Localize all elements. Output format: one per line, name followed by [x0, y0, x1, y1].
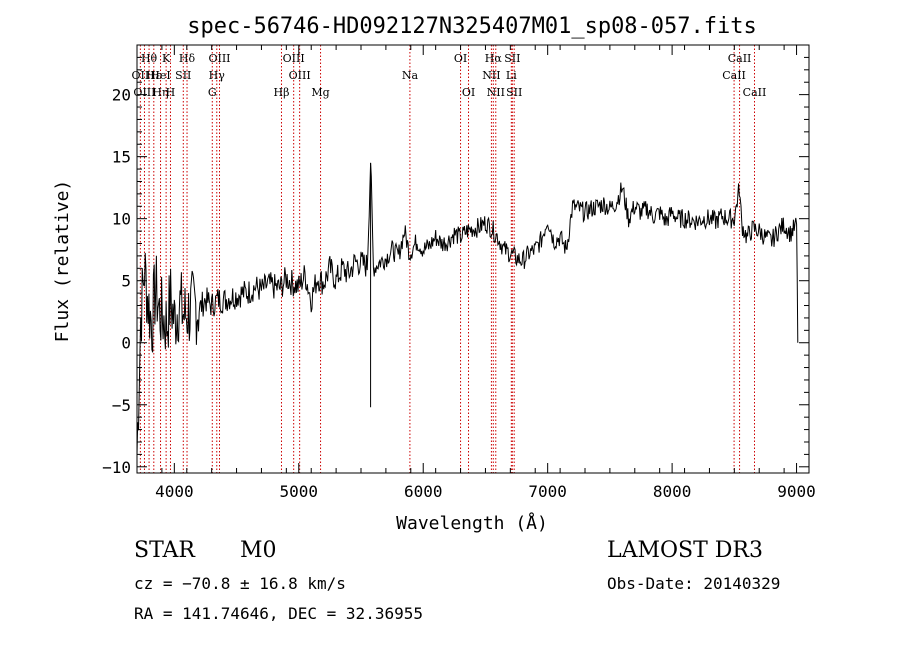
- line-label: OII: [132, 69, 150, 82]
- chart-title: spec-56746-HD092127N325407M01_sp08-057.f…: [187, 14, 757, 39]
- line-label: Hθ: [141, 52, 158, 65]
- observation-date: Obs-Date: 20140329: [607, 574, 781, 593]
- line-label: Hδ: [179, 52, 196, 65]
- line-label: Li: [506, 69, 517, 82]
- line-label: Hβ: [274, 86, 290, 99]
- line-label: OIII: [283, 52, 305, 65]
- line-label: Na: [402, 69, 419, 82]
- object-subclass: M0: [240, 538, 277, 563]
- line-label: Hη: [152, 86, 168, 99]
- line-label: HeI: [150, 69, 170, 82]
- object-class: STAR: [134, 538, 195, 563]
- line-label: CaII: [722, 69, 746, 82]
- line-label: OIII: [289, 69, 311, 82]
- emission-line-labels: Hθ OII OIII Hε Hη K HeI H Hδ SII OIII Hγ G OIII OIII Hβ…: [132, 52, 767, 99]
- line-label: H: [166, 86, 176, 99]
- line-label: OI: [462, 86, 475, 99]
- line-label: Hγ: [209, 69, 226, 82]
- line-label: SII: [504, 52, 520, 65]
- line-label: OIII: [208, 52, 230, 65]
- x-tick-label: 7000: [528, 482, 567, 501]
- y-tick-label: 10: [112, 210, 131, 229]
- y-tick-label: −10: [102, 458, 131, 477]
- plot-frame: [136, 44, 810, 474]
- emission-line-markers: [139, 45, 755, 473]
- line-label: OI: [454, 52, 467, 65]
- line-label: NII: [482, 69, 500, 82]
- x-axis-label: Wavelength (Å): [396, 512, 548, 534]
- redshift-cz: cz = −70.8 ± 16.8 km/s: [134, 574, 346, 593]
- line-label: CaII: [728, 52, 752, 65]
- x-tick-label: 4000: [155, 482, 194, 501]
- line-label: Hα: [485, 52, 503, 65]
- x-tick-label: 6000: [404, 482, 443, 501]
- line-label: K: [162, 52, 171, 65]
- y-axis-ticks: −10 −5 0 5 10 15 20: [102, 44, 809, 477]
- y-tick-label: 0: [121, 334, 131, 353]
- x-tick-label: 5000: [280, 482, 319, 501]
- line-label: OIII: [133, 86, 155, 99]
- line-label: SII: [175, 69, 191, 82]
- x-tick-label: 8000: [653, 482, 692, 501]
- line-label: G: [208, 86, 217, 99]
- coordinates: RA = 141.74646, DEC = 32.36955: [134, 604, 423, 623]
- y-tick-label: −5: [112, 396, 131, 415]
- y-tick-label: 15: [112, 148, 131, 167]
- x-tick-label: 9000: [777, 482, 816, 501]
- survey-name: LAMOST DR3: [607, 538, 763, 563]
- y-tick-label: 5: [121, 272, 131, 291]
- line-label: SII: [506, 86, 522, 99]
- y-axis-label: Flux (relative): [52, 180, 73, 343]
- line-label: Mg: [311, 86, 329, 99]
- line-label: Hε: [146, 69, 162, 82]
- spectrum-line: [136, 162, 799, 456]
- line-label: NII: [487, 86, 505, 99]
- y-tick-label: 20: [112, 86, 131, 105]
- x-axis-ticks: 4000 5000 6000 7000 8000 9000: [136, 45, 816, 501]
- line-label: CaII: [743, 86, 767, 99]
